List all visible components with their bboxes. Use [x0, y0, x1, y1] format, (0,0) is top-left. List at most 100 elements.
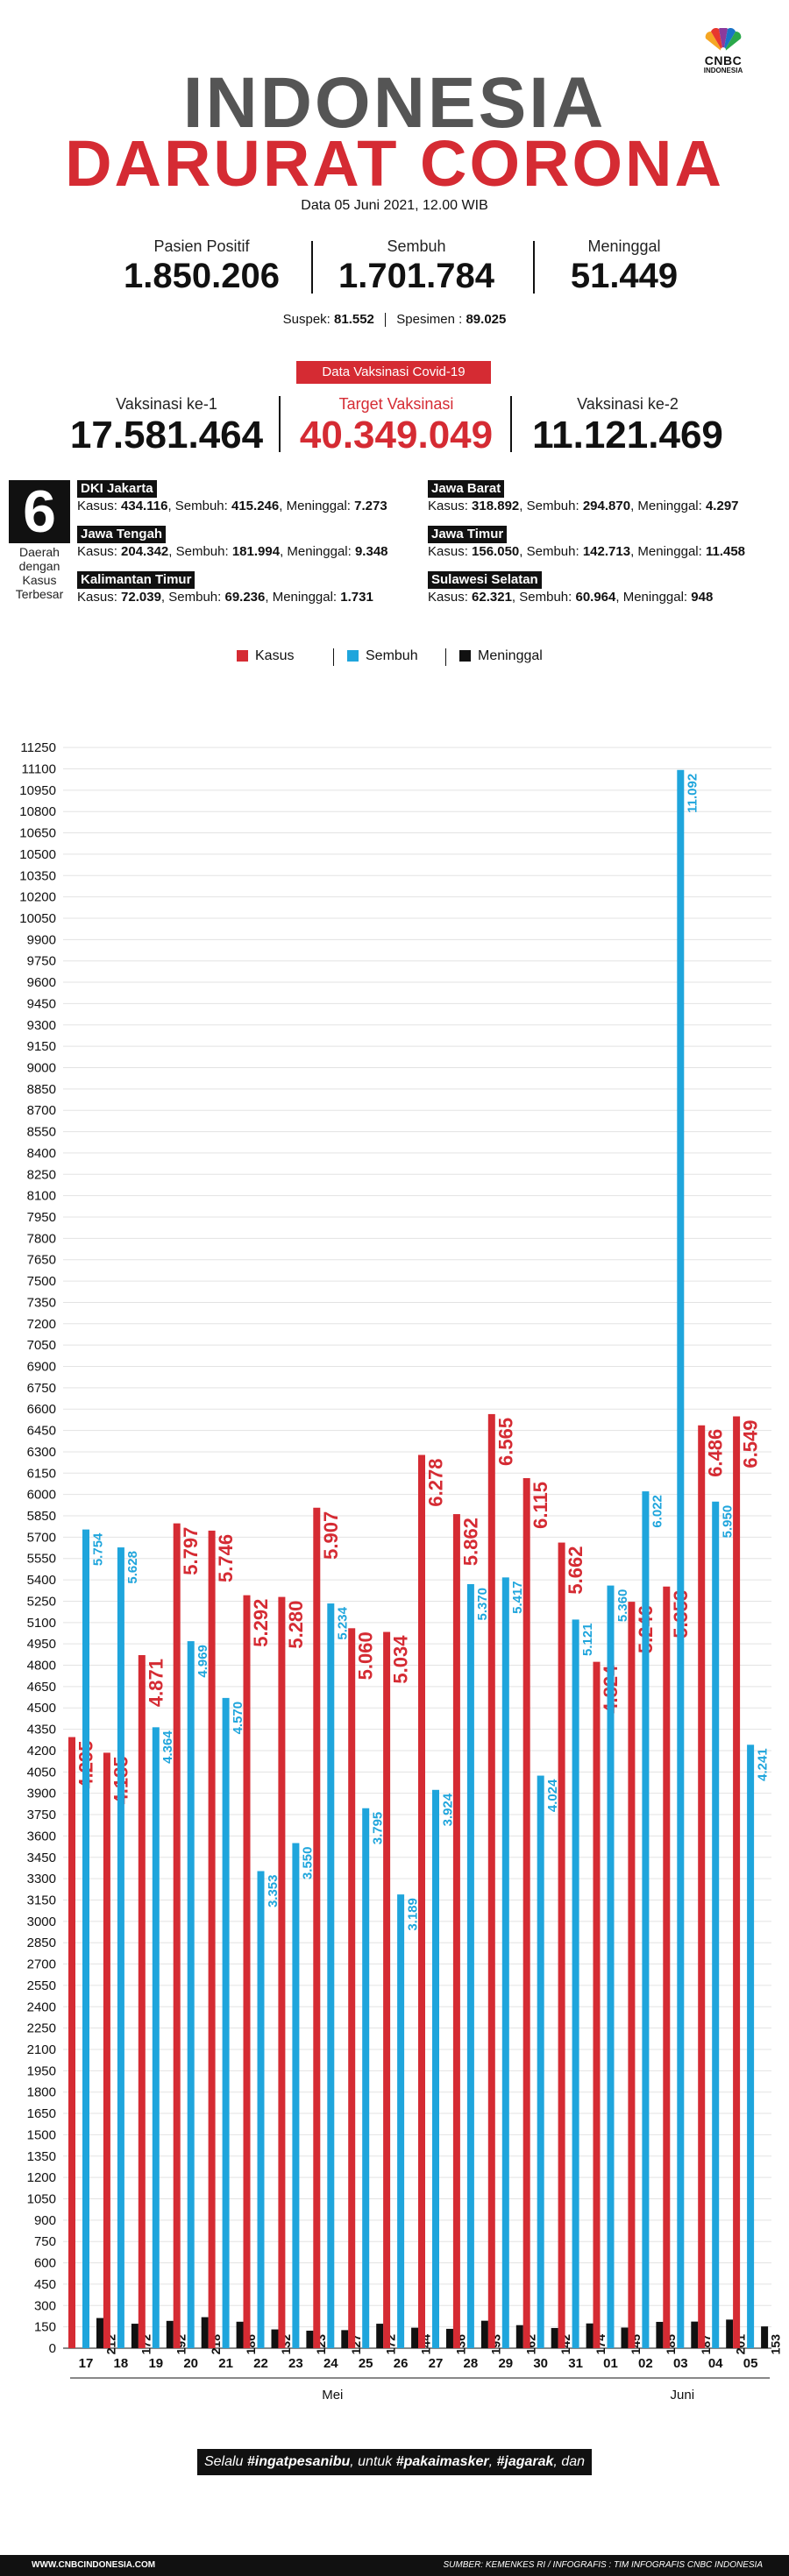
- bar-kasus: [698, 1425, 706, 2348]
- cnbc-logo: CNBC INDONESIA: [693, 26, 754, 74]
- data-label-sembuh: 4.024: [545, 1779, 560, 1812]
- bar-sembuh: [187, 1641, 195, 2348]
- vaccine-dose-1: Vaksinasi ke-1 17.581.464: [53, 394, 281, 457]
- bar-kasus: [348, 1628, 356, 2348]
- y-tick-label: 8250: [27, 1167, 56, 1182]
- bar-sembuh: [642, 1491, 650, 2348]
- y-tick-label: 4500: [27, 1701, 56, 1716]
- title-line-2: DARURAT CORONA: [65, 127, 724, 200]
- data-label-kasus: 5.060: [355, 1631, 377, 1680]
- data-label-kasus: 6.278: [425, 1459, 447, 1507]
- bar-kasus: [173, 1523, 181, 2348]
- bar-sembuh: [572, 1619, 579, 2348]
- bar-meninggal: [656, 2321, 664, 2348]
- data-label-sembuh: 11.092: [686, 774, 700, 813]
- vaccine-dose-2-label: Vaksinasi ke-2: [577, 395, 679, 413]
- region-detail: Kasus: 62.321, Sembuh: 60.964, Meninggal…: [428, 590, 714, 605]
- data-label-kasus: 6.486: [705, 1429, 727, 1477]
- data-label-kasus: 6.549: [740, 1420, 762, 1468]
- x-tick-label: 04: [708, 2356, 723, 2371]
- x-tick-label: 29: [498, 2356, 513, 2371]
- bar-kasus: [103, 1752, 110, 2348]
- y-tick-label: 7950: [27, 1210, 56, 1225]
- bar-kasus: [558, 1542, 565, 2348]
- y-tick-label: 10050: [19, 911, 56, 926]
- legend-label: Kasus: [255, 648, 295, 663]
- bar-kasus: [733, 1416, 741, 2348]
- logo-text: CNBC: [704, 53, 743, 67]
- bar-meninggal: [726, 2319, 734, 2348]
- bar-kasus: [487, 1413, 495, 2348]
- bar-meninggal: [166, 2320, 174, 2348]
- y-tick-label: 4650: [27, 1680, 56, 1695]
- y-tick-label: 1500: [27, 2127, 56, 2142]
- y-tick-label: 9150: [27, 1039, 56, 1054]
- vaccine-target-value: 40.349.049: [299, 414, 494, 456]
- legend-swatch: [237, 650, 248, 662]
- divider: [333, 648, 334, 666]
- bar-meninggal: [621, 2327, 629, 2348]
- data-label-sembuh: 5.121: [580, 1623, 595, 1656]
- divider: [510, 396, 512, 452]
- region-detail: Kasus: 318.892, Sembuh: 294.870, Meningg…: [428, 499, 739, 513]
- bar-sembuh: [466, 1583, 474, 2348]
- y-tick-label: 3600: [27, 1829, 56, 1844]
- divider: [533, 241, 535, 294]
- y-tick-label: 3000: [27, 1914, 56, 1929]
- y-tick-label: 4350: [27, 1723, 56, 1737]
- bar-kasus: [522, 1477, 530, 2348]
- divider: [311, 241, 313, 294]
- data-label-sembuh: 5.417: [510, 1581, 525, 1614]
- vaccine-dose-2-value: 11.121.469: [532, 414, 723, 456]
- bar-sembuh: [397, 1894, 405, 2348]
- bar-sembuh: [257, 1871, 265, 2348]
- vaccine-target: Target Vaksinasi 40.349.049: [282, 394, 510, 457]
- y-tick-label: 5700: [27, 1530, 56, 1545]
- legend-label: Meninggal: [478, 648, 543, 663]
- y-tick-label: 9750: [27, 954, 56, 969]
- data-label-sembuh: 4.364: [160, 1730, 175, 1764]
- bar-meninggal: [515, 2325, 523, 2348]
- bar-kasus: [208, 1530, 216, 2348]
- bar-sembuh: [747, 1744, 755, 2348]
- bar-kasus: [68, 1737, 75, 2348]
- y-tick-label: 7650: [27, 1253, 56, 1268]
- y-tick-label: 2100: [27, 2042, 56, 2057]
- bar-meninggal: [306, 2331, 314, 2348]
- data-label-sembuh: 3.924: [440, 1793, 455, 1826]
- x-tick-label: 17: [79, 2356, 94, 2371]
- divider: [279, 396, 281, 452]
- vaccine-badge: Data Vaksinasi Covid-19: [296, 361, 491, 384]
- x-tick-label: 28: [464, 2356, 479, 2371]
- y-tick-label: 3150: [27, 1893, 56, 1907]
- stat-sembuh-value: 1.701.784: [338, 257, 494, 295]
- logo-subtext: INDONESIA: [703, 67, 743, 74]
- suspek-value: 81.552: [334, 312, 374, 327]
- region-name: DKI Jakarta: [77, 480, 157, 498]
- bar-kasus: [418, 1454, 425, 2348]
- y-tick-label: 2250: [27, 2021, 56, 2036]
- website-link[interactable]: WWW.CNBCINDONESIA.COM: [32, 2560, 156, 2570]
- legend-item-sembuh: Sembuh: [347, 648, 418, 664]
- bar-sembuh: [292, 1843, 300, 2348]
- y-tick-label: 6000: [27, 1488, 56, 1503]
- region-detail: Kasus: 156.050, Sembuh: 142.713, Meningg…: [428, 544, 746, 559]
- stat-sembuh-label: Sembuh: [387, 237, 446, 255]
- y-tick-label: 6900: [27, 1360, 56, 1375]
- region-detail: Kasus: 72.039, Sembuh: 69.236, Meninggal…: [77, 590, 373, 605]
- legend-item-kasus: Kasus: [237, 648, 294, 664]
- y-tick-label: 0: [49, 2341, 56, 2356]
- source-credit: SUMBER: KEMENKES RI / INFOGRAFIS : TIM I…: [443, 2560, 763, 2570]
- data-label-kasus: 5.797: [180, 1527, 202, 1575]
- y-tick-label: 3750: [27, 1808, 56, 1822]
- y-tick-label: 300: [34, 2298, 56, 2313]
- x-tick-label: 02: [638, 2356, 653, 2371]
- data-label-kasus: 6.115: [530, 1482, 551, 1529]
- y-tick-label: 5400: [27, 1573, 56, 1588]
- x-tick-label: 19: [148, 2356, 163, 2371]
- title-line-1: INDONESIA: [182, 63, 607, 143]
- stat-positif: Pasien Positif 1.850.206: [96, 237, 307, 296]
- y-tick-label: 5850: [27, 1509, 56, 1524]
- bar-kasus: [452, 1514, 460, 2348]
- region-item: DKI Jakarta Kasus: 434.116, Sembuh: 415.…: [77, 480, 428, 515]
